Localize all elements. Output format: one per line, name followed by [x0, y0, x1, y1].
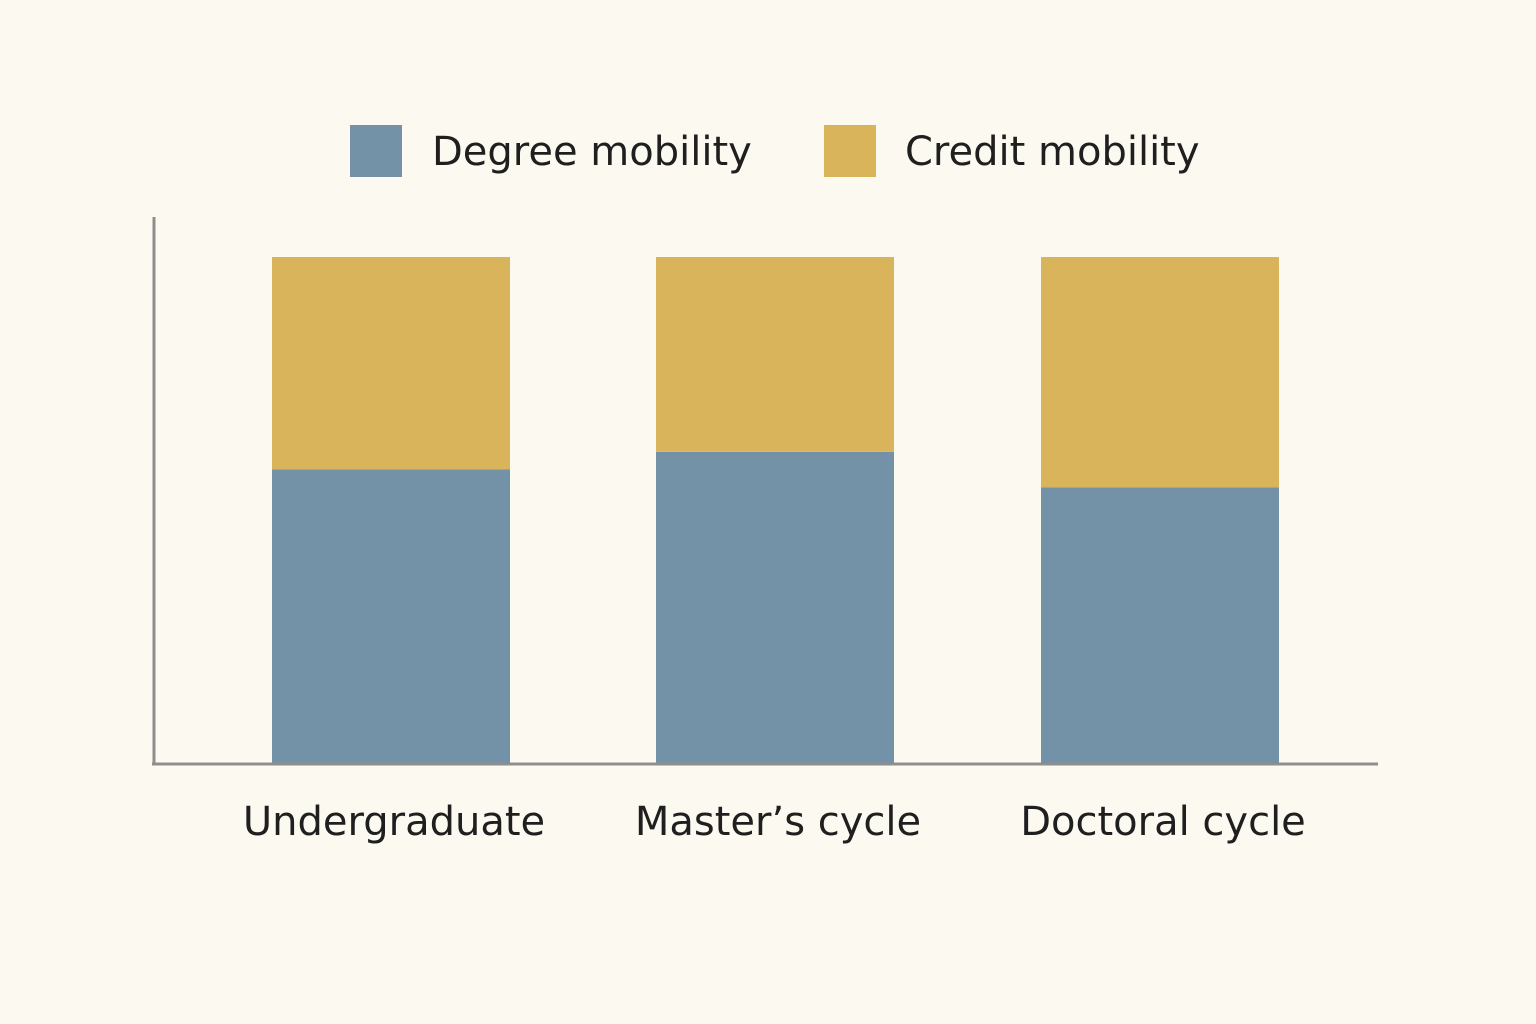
bar-doctoral-cycle-credit-mobility: [1041, 257, 1279, 488]
bar-doctoral-cycle-degree-mobility: [1041, 487, 1279, 763]
bar-undergraduate-credit-mobility: [272, 257, 510, 470]
x-tick-label: Doctoral cycle: [1020, 799, 1306, 845]
legend-swatch-credit-mobility: [824, 125, 876, 177]
legend-swatch-degree-mobility: [350, 125, 402, 177]
bar-master-s-cycle-degree-mobility: [656, 451, 894, 763]
legend-label-credit-mobility: Credit mobility: [905, 129, 1200, 175]
x-axis-tick-labels: Undergraduate Master’s cycle Doctoral cycl…: [243, 799, 1306, 845]
legend: Degree mobility Credit mobility: [350, 125, 1200, 177]
x-tick-label: Master’s cycle: [635, 799, 921, 845]
plot-area: [272, 257, 1279, 763]
x-tick-label: Undergraduate: [243, 799, 545, 845]
bar-master-s-cycle-credit-mobility: [656, 257, 894, 452]
legend-label-degree-mobility: Degree mobility: [432, 129, 752, 175]
bar-undergraduate-degree-mobility: [272, 469, 510, 763]
